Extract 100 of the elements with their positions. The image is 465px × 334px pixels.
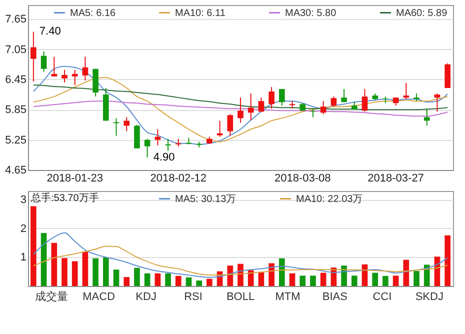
candlestick	[72, 69, 78, 86]
bar	[102, 258, 109, 286]
candlestick	[362, 88, 368, 112]
bar	[206, 278, 212, 286]
candlestick	[124, 116, 130, 132]
candlestick	[248, 93, 254, 121]
y-tick-label: 7.65	[5, 14, 26, 26]
text: BIAS	[322, 291, 348, 303]
bar	[30, 206, 36, 286]
candlestick	[30, 31, 36, 82]
candlestick	[227, 114, 234, 136]
candlestick	[82, 56, 88, 81]
bar	[341, 266, 347, 286]
bar	[82, 252, 88, 286]
bar	[113, 270, 120, 286]
candlestick	[62, 69, 68, 83]
x-tick-label: 2018-03-27	[368, 172, 424, 184]
bar	[403, 260, 410, 286]
bar	[72, 261, 78, 286]
y-tick-label: 4.65	[5, 164, 26, 176]
text: MACD	[82, 291, 116, 303]
y-tick-label: 5.25	[5, 134, 26, 146]
text: RSI	[184, 291, 202, 303]
legend-label: MA10: 22.03万	[296, 194, 363, 205]
candlestick	[40, 50, 47, 72]
text: MTM	[275, 291, 300, 303]
candlestick	[403, 82, 410, 100]
bar	[320, 272, 326, 286]
bar	[310, 276, 316, 286]
chart-subtitle: 总手:53.70万手	[30, 192, 99, 204]
candlestick	[238, 97, 244, 124]
candlestick	[434, 93, 440, 112]
text: BOLL	[226, 291, 255, 303]
bar	[372, 272, 378, 286]
candlestick	[268, 86, 274, 110]
bar	[92, 258, 98, 286]
annotation: 4.90	[153, 151, 175, 164]
bar	[196, 280, 202, 286]
bar	[414, 271, 420, 286]
y-tick-label: 1	[20, 252, 26, 264]
text: SKDJ	[415, 291, 444, 303]
bar	[424, 264, 430, 286]
candlestick	[165, 138, 171, 152]
bar	[186, 277, 192, 286]
legend-label: MA60: 5.89	[396, 8, 448, 19]
line-series	[32, 66, 448, 145]
candlestick	[51, 56, 58, 77]
bar	[238, 264, 244, 286]
bar	[51, 242, 58, 286]
annotation: 7.40	[39, 26, 61, 38]
bar	[444, 235, 450, 286]
y-tick-label: 5.85	[5, 104, 26, 116]
y-tick-label: 2	[20, 222, 26, 235]
bar	[62, 258, 68, 286]
candlestick	[279, 88, 285, 106]
bar	[124, 277, 130, 286]
candlestick	[92, 68, 98, 98]
candlestick	[444, 62, 450, 89]
y-tick-label: 7.05	[5, 44, 26, 56]
bar	[40, 233, 47, 286]
candlestick	[341, 88, 347, 103]
bar	[382, 276, 388, 286]
candlestick	[154, 128, 161, 146]
bar	[351, 276, 358, 286]
candlestick	[382, 96, 388, 104]
text: 成交量	[35, 290, 68, 303]
candlestick	[330, 96, 337, 108]
bar	[248, 270, 254, 286]
bar	[279, 258, 285, 286]
text: KDJ	[136, 291, 156, 303]
legend-label: MA30: 5.80	[285, 8, 337, 19]
bar	[175, 276, 182, 286]
x-tick-label: 2018-03-08	[274, 172, 331, 184]
x-tick-label: 2018-02-12	[150, 172, 207, 184]
bar	[300, 276, 306, 286]
legend-label: MA5: 6.16	[70, 8, 116, 19]
candlestick	[216, 120, 223, 138]
bar	[165, 273, 171, 286]
bar	[154, 273, 161, 286]
candlestick	[424, 108, 430, 126]
bar	[144, 273, 150, 286]
line-series	[32, 76, 448, 142]
bar	[392, 276, 399, 286]
candlestick	[144, 138, 150, 158]
candlestick	[310, 108, 316, 118]
line-series	[32, 246, 448, 276]
candlestick	[320, 100, 326, 115]
text: CCI	[372, 291, 392, 303]
bar	[227, 266, 234, 286]
legend-label: MA10: 6.11	[175, 8, 226, 19]
candlestick	[134, 124, 140, 149]
x-tick-label: 2018-01-23	[46, 172, 103, 184]
bar	[289, 273, 296, 286]
legend-label: MA5: 30.13万	[175, 194, 236, 205]
candlestick	[258, 97, 264, 112]
candlestick	[113, 118, 120, 136]
line-series	[32, 232, 448, 278]
bar	[268, 263, 274, 286]
bar	[134, 268, 140, 286]
y-tick-label: 3	[20, 194, 26, 206]
